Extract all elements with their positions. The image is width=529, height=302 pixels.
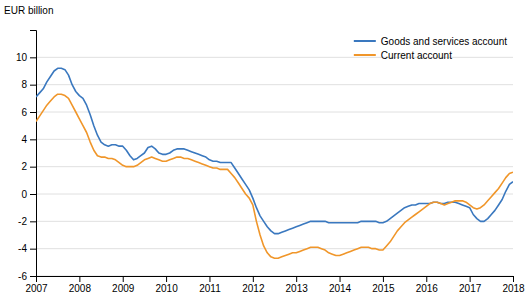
x-tick: 2012	[242, 276, 265, 294]
grid-line	[36, 194, 513, 195]
grid-line	[36, 84, 513, 85]
y-tick: 10	[16, 52, 36, 63]
legend-label: Current account	[381, 50, 452, 61]
x-tick-mark	[123, 276, 124, 282]
x-tick: 2015	[372, 276, 395, 294]
legend-swatch	[354, 54, 376, 56]
x-tick-label: 2012	[242, 283, 265, 294]
y-tick-mark	[30, 112, 36, 113]
legend: Goods and services account Current accoun…	[354, 36, 507, 61]
y-tick-label: 6	[21, 107, 27, 118]
x-tick-label: 2007	[25, 283, 48, 294]
grid-line	[36, 112, 513, 113]
legend-label: Goods and services account	[381, 36, 507, 47]
y-tick-mark	[30, 276, 36, 277]
x-tick-mark	[209, 276, 210, 282]
grid-line	[36, 166, 513, 167]
x-tick-mark	[79, 276, 80, 282]
y-tick-label: 8	[21, 79, 27, 90]
x-tick-mark	[253, 276, 254, 282]
x-tick-label: 2011	[199, 283, 221, 294]
y-tick-label: 4	[21, 134, 27, 145]
x-axis: 2007 2008 2009 2010 2011 2012 2013 2014 2015 2016…	[25, 276, 525, 294]
series-line	[36, 94, 513, 258]
x-tick-mark	[426, 276, 427, 282]
x-tick-mark	[166, 276, 167, 282]
chart-container: 2007200820092010201120122013201420152016…	[0, 0, 529, 302]
plot-area	[36, 68, 513, 258]
legend-item: Goods and services account	[354, 36, 507, 47]
x-tick-label: 2015	[372, 283, 395, 294]
x-tick: 2017	[459, 276, 482, 294]
y-tick-label: -6	[18, 271, 27, 282]
x-tick: 2016	[416, 276, 439, 294]
x-tick: 2008	[69, 276, 92, 294]
grid-line	[36, 221, 513, 222]
y-tick-mark	[30, 249, 36, 250]
x-tick-label: 2008	[69, 283, 92, 294]
x-tick: 2014	[329, 276, 352, 294]
x-tick: 2009	[112, 276, 135, 294]
y-tick-mark	[30, 221, 36, 222]
y-tick: 6	[21, 107, 36, 118]
x-tick-mark	[296, 276, 297, 282]
y-tick: 0	[21, 189, 36, 200]
y-axis: -6 -4 -2 0 2 4 6 8 10	[16, 31, 37, 282]
x-tick-mark	[340, 276, 341, 282]
y-tick-mark	[30, 57, 36, 58]
x-tick-label: 2009	[112, 283, 135, 294]
y-tick: -6	[18, 271, 36, 282]
x-tick-label: 2016	[416, 283, 439, 294]
y-tick: 2	[21, 161, 36, 172]
y-tick-label: 0	[21, 189, 27, 200]
x-axis-line	[37, 277, 514, 283]
x-tick-label: 2010	[155, 283, 178, 294]
x-tick: 2018	[502, 276, 525, 294]
y-tick: 4	[21, 134, 36, 145]
x-tick-label: 2018	[502, 283, 525, 294]
x-tick: 2013	[286, 276, 309, 294]
series-line	[36, 68, 513, 233]
x-tick-label: 2013	[286, 283, 309, 294]
grid-line	[36, 139, 513, 140]
y-tick-mark	[30, 85, 36, 86]
y-tick: -2	[18, 216, 36, 227]
grid	[36, 57, 513, 276]
x-tick-label: 2014	[329, 283, 352, 294]
y-tick: 8	[21, 79, 36, 90]
x-tick: 2011	[199, 276, 221, 294]
y-tick: -4	[18, 243, 36, 254]
legend-swatch	[354, 40, 376, 42]
grid-line	[36, 248, 513, 249]
y-tick-mark	[30, 194, 36, 195]
x-tick-mark	[513, 276, 514, 282]
y-tick-mark	[30, 167, 36, 168]
y-tick-label: -4	[18, 243, 27, 254]
x-tick: 2010	[155, 276, 178, 294]
y-tick-label: 2	[21, 161, 27, 172]
y-axis-line	[30, 31, 37, 277]
x-tick: 2007	[25, 276, 48, 294]
chart: 2007200820092010201120122013201420152016…	[0, 0, 529, 302]
y-tick-label: -2	[18, 216, 27, 227]
x-tick-label: 2017	[459, 283, 482, 294]
y-tick-mark	[30, 139, 36, 140]
x-tick-mark	[383, 276, 384, 282]
y-axis-title: EUR billion	[4, 5, 53, 16]
y-tick-label: 10	[16, 52, 28, 63]
legend-item: Current account	[354, 50, 452, 61]
x-tick-mark	[470, 276, 471, 282]
